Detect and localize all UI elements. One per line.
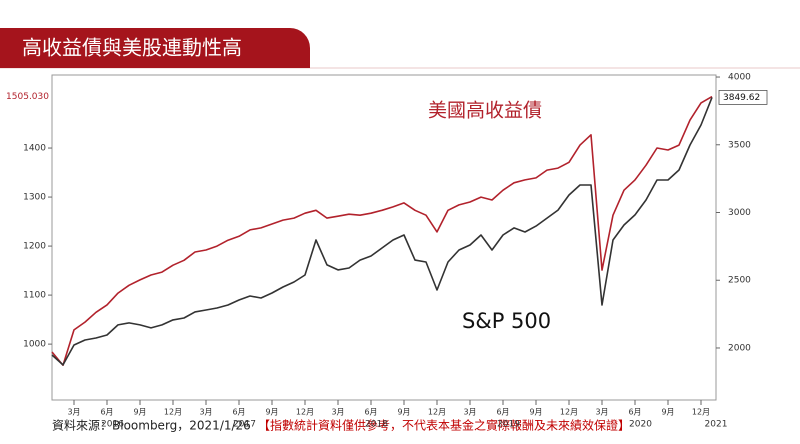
end-value-label: 3849.62 — [723, 93, 760, 103]
y2-tick-label: 4000 — [728, 73, 751, 83]
y2-tick-label: 3500 — [728, 140, 751, 150]
y2-tick-label: 3000 — [728, 208, 751, 218]
x-tick-label: 6月 — [496, 408, 509, 417]
x-tick-label: 3月 — [67, 408, 80, 417]
y-tick-label: 1300 — [23, 193, 46, 203]
y-tick-label: 1100 — [23, 291, 46, 301]
year-label: 2016 — [101, 420, 124, 430]
x-tick-label: 6月 — [628, 408, 641, 417]
title-banner — [0, 28, 310, 68]
x-tick-label: 3月 — [595, 408, 608, 417]
series-line — [51, 95, 713, 366]
year-label: 2020 — [629, 420, 652, 430]
x-tick-label: 3月 — [199, 408, 212, 417]
year-label: 2017 — [233, 420, 256, 430]
y-tick-label: 1200 — [23, 242, 46, 252]
year-label: 2021 — [705, 420, 728, 430]
x-tick-label: 9月 — [529, 408, 542, 417]
x-tick-label: 12月 — [692, 408, 710, 417]
x-tick-label: 12月 — [560, 408, 578, 417]
x-tick-label: 9月 — [397, 408, 410, 417]
plot-frame — [51, 74, 717, 401]
series-name: 美國高收益債 — [428, 100, 542, 122]
x-tick-label: 12月 — [428, 408, 446, 417]
y-tick-label: 1000 — [23, 340, 46, 350]
x-tick-label: 12月 — [296, 408, 314, 417]
x-tick-label: 9月 — [661, 408, 674, 417]
y-tick-label: 1400 — [23, 144, 46, 154]
end-value-label: 1505.030 — [6, 92, 49, 102]
series-line — [51, 97, 713, 366]
x-tick-label: 3月 — [463, 408, 476, 417]
chart-title: 高收益債與美股連動性高 — [22, 36, 242, 60]
series-name: S&P 500 — [462, 309, 551, 333]
x-tick-label: 9月 — [265, 408, 278, 417]
disclaimer: 【指數統計資料僅供參考，不代表本基金之實際報酬及未來績效保證】 — [258, 418, 630, 433]
end-value-box — [718, 90, 768, 105]
y2-tick-label: 2000 — [728, 343, 751, 353]
x-tick-label: 6月 — [100, 408, 113, 417]
x-tick-label: 6月 — [364, 408, 377, 417]
year-label: 2019 — [497, 420, 520, 430]
x-tick-label: 9月 — [133, 408, 146, 417]
source: 資料來源：Bloomberg，2021/1/26 — [52, 419, 251, 433]
x-tick-label: 3月 — [331, 408, 344, 417]
y2-tick-label: 2500 — [728, 276, 751, 286]
x-tick-label: 6月 — [232, 408, 245, 417]
year-label: 2018 — [365, 420, 388, 430]
x-tick-label: 12月 — [164, 408, 182, 417]
